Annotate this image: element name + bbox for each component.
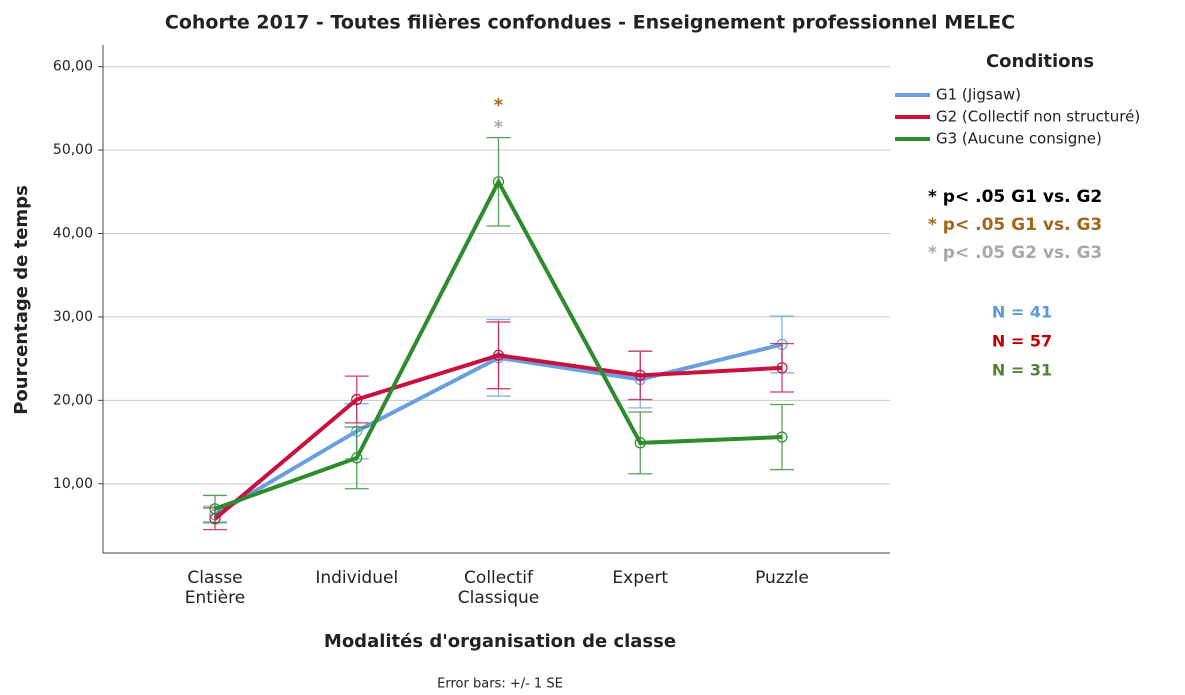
y-tick-label: 20,00 (53, 392, 93, 408)
x-tick-label: Expert (612, 568, 668, 588)
series-line (214, 177, 783, 511)
point (351, 452, 363, 464)
stat-note: * p< .05 G1 vs. G2 (928, 187, 1102, 207)
y-tick-label: 10,00 (53, 476, 93, 492)
y-tick-label: 40,00 (53, 226, 93, 242)
y-axis-label: Pourcentage de temps (11, 185, 32, 415)
chart-title: Cohorte 2017 - Toutes filières confondue… (165, 12, 1015, 34)
footnote: Error bars: +/- 1 SE (437, 677, 563, 692)
count-label: N = 31 (992, 361, 1052, 380)
x-tick-label: Individuel (315, 568, 398, 588)
point (634, 437, 646, 449)
stat-note: * p< .05 G2 vs. G3 (928, 243, 1102, 263)
legend-label: G2 (Collectif non structuré) (936, 108, 1140, 126)
point (776, 362, 788, 374)
y-tick-label: 60,00 (53, 59, 93, 75)
legend-title: Conditions (986, 51, 1094, 72)
point (492, 349, 505, 361)
point (776, 431, 788, 443)
y-tick-label: 50,00 (53, 142, 93, 158)
significance-marker: * (494, 95, 504, 116)
point (634, 369, 646, 381)
legend-label: G1 (Jigsaw) (936, 86, 1021, 104)
x-tick-label: Classe Entière (185, 568, 245, 608)
error-bar (770, 342, 794, 393)
x-tick-label: Collectif Classique (458, 568, 539, 608)
legend-label: G3 (Aucune consigne) (936, 130, 1102, 148)
point (209, 503, 221, 515)
x-tick-label: Puzzle (755, 568, 809, 588)
y-tick-label: 30,00 (53, 309, 93, 325)
significance-marker: * (494, 117, 504, 138)
point (492, 176, 505, 188)
count-label: N = 41 (992, 303, 1052, 322)
stat-note: * p< .05 G1 vs. G3 (928, 215, 1102, 235)
count-label: N = 57 (992, 332, 1052, 351)
series-line (213, 353, 783, 521)
point (351, 393, 363, 406)
x-axis-label: Modalités d'organisation de classe (324, 631, 676, 652)
